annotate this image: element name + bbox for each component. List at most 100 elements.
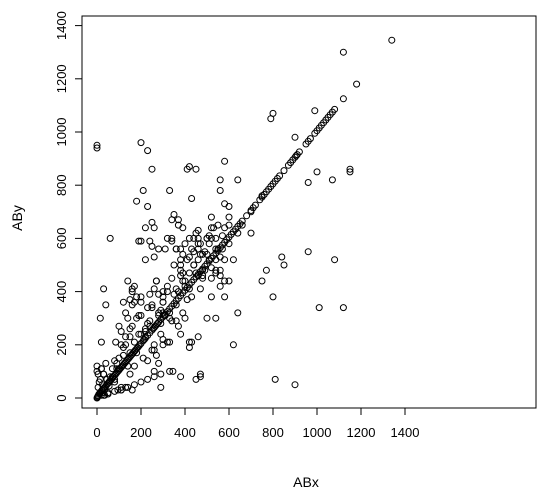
data-point	[97, 338, 105, 346]
data-point	[238, 221, 246, 229]
data-point	[311, 107, 319, 115]
data-point	[203, 314, 211, 322]
data-point	[166, 338, 174, 346]
data-point	[102, 301, 110, 309]
data-point	[295, 148, 303, 156]
data-point	[304, 248, 312, 256]
data-point	[146, 317, 154, 325]
data-point	[291, 133, 299, 141]
data-point	[150, 341, 158, 349]
data-point	[112, 338, 120, 346]
data-point	[188, 195, 196, 202]
data-point	[150, 367, 158, 375]
data-point	[185, 338, 193, 346]
data-point	[115, 354, 123, 362]
data-point	[225, 203, 233, 210]
data-point	[179, 309, 187, 317]
data-point	[139, 187, 147, 194]
data-point	[152, 351, 160, 359]
data-point	[168, 317, 176, 325]
data-point	[183, 296, 191, 304]
data-point	[100, 370, 108, 378]
data-point	[304, 179, 312, 186]
data-point	[339, 95, 347, 103]
data-point	[166, 367, 174, 375]
data-point	[188, 293, 196, 301]
data-point	[144, 357, 152, 365]
data-point	[144, 375, 152, 383]
data-point	[161, 245, 169, 253]
data-point	[141, 224, 149, 232]
data-point	[185, 234, 193, 242]
data-point	[339, 48, 347, 56]
y-tick-label: 800	[54, 174, 69, 196]
x-axis: 0 200 400 600 800 1000 1200 1400	[93, 407, 419, 440]
data-point	[177, 330, 185, 338]
data-point	[207, 264, 215, 272]
data-point	[177, 261, 185, 269]
y-tick-label: 1200	[54, 64, 69, 93]
data-point	[137, 293, 145, 301]
data-point	[124, 362, 132, 370]
data-point	[150, 373, 158, 381]
data-point	[192, 165, 200, 173]
data-point	[93, 362, 101, 370]
y-tick-label: 200	[54, 334, 69, 356]
data-point	[225, 221, 233, 229]
data-point	[113, 365, 121, 373]
data-point	[148, 242, 156, 250]
data-point	[315, 304, 323, 312]
y-tick-label: 600	[54, 228, 69, 250]
data-point	[196, 370, 204, 378]
data-point	[216, 282, 224, 290]
data-point	[93, 144, 101, 152]
data-point	[119, 351, 127, 359]
data-point	[159, 336, 167, 343]
data-point	[388, 36, 396, 44]
data-point	[130, 338, 138, 346]
data-point	[148, 304, 156, 312]
data-point	[141, 325, 149, 333]
data-point	[313, 168, 321, 176]
data-point	[221, 256, 229, 264]
data-point	[124, 383, 132, 391]
data-point	[159, 293, 167, 301]
data-point	[157, 383, 165, 391]
data-point	[114, 386, 122, 394]
data-point	[258, 277, 266, 285]
data-point	[196, 285, 204, 293]
data-point	[353, 80, 361, 88]
data-point	[168, 216, 176, 224]
data-point	[137, 298, 145, 306]
data-point	[146, 290, 154, 298]
data-point	[177, 245, 185, 253]
data-point	[194, 333, 202, 341]
data-point	[117, 386, 125, 394]
data-point	[225, 213, 233, 221]
data-point	[133, 197, 141, 205]
data-point	[185, 269, 193, 277]
data-point	[137, 330, 145, 338]
data-point	[100, 285, 108, 293]
data-point	[207, 213, 215, 221]
data-point	[221, 277, 229, 285]
data-point	[269, 109, 277, 117]
data-point	[168, 274, 176, 282]
data-point	[216, 187, 224, 194]
data-point	[216, 253, 224, 261]
data-point	[190, 248, 198, 256]
data-point	[119, 298, 127, 306]
y-tick-label: 1000	[54, 118, 69, 147]
data-point	[212, 245, 220, 253]
x-tick-label: 600	[218, 425, 240, 440]
data-point	[163, 282, 171, 290]
data-point	[346, 165, 354, 173]
data-point	[141, 256, 149, 264]
data-point	[177, 266, 185, 274]
data-point	[155, 312, 163, 319]
data-point	[194, 226, 202, 234]
data-point	[130, 362, 138, 370]
data-point	[199, 274, 207, 282]
data-point	[291, 381, 299, 389]
